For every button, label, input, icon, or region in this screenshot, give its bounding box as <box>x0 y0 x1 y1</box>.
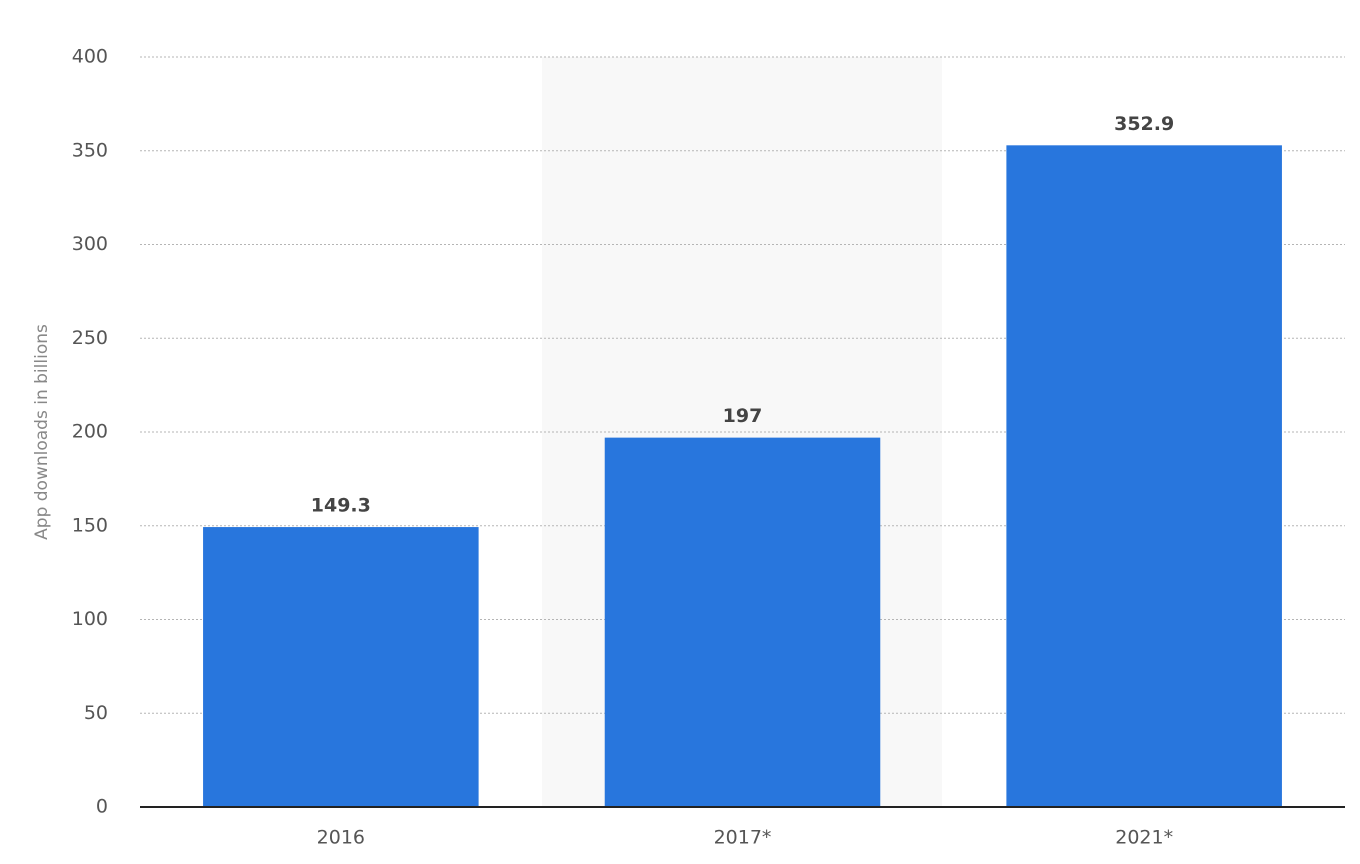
y-tick-label: 150 <box>72 514 108 536</box>
bar <box>203 527 479 807</box>
bar <box>604 437 881 807</box>
x-tick-label: 2021* <box>1115 827 1173 849</box>
value-label: 197 <box>723 405 763 427</box>
y-tick-label: 50 <box>84 702 108 724</box>
y-tick-label: 0 <box>96 796 108 818</box>
value-label: 149.3 <box>311 495 371 517</box>
y-tick-label: 250 <box>72 327 108 349</box>
y-tick-label: 300 <box>72 233 108 255</box>
y-axis-title: App downloads in billions <box>32 324 52 540</box>
y-tick-label: 400 <box>72 46 108 68</box>
value-label: 352.9 <box>1114 113 1174 135</box>
bar <box>1006 145 1282 807</box>
x-tick-label: 2016 <box>317 827 365 849</box>
x-tick-label: 2017* <box>714 827 772 849</box>
y-tick-label: 100 <box>72 608 108 630</box>
y-tick-label: 350 <box>72 139 108 161</box>
y-tick-label: 200 <box>72 421 108 443</box>
